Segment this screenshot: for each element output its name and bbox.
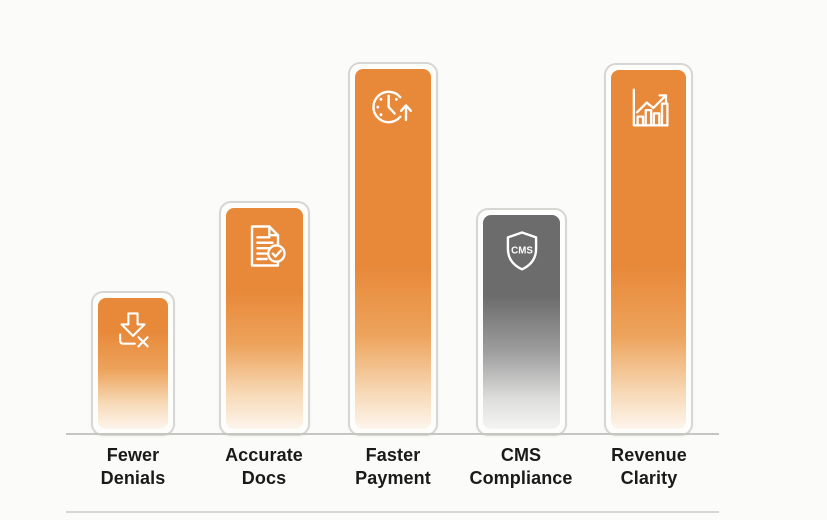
- footer-divider-line: [66, 511, 719, 513]
- label-revenue-clarity: Revenue Clarity: [564, 444, 734, 490]
- download-x-icon: [119, 312, 149, 348]
- x-axis-baseline: [66, 433, 719, 435]
- bar-fill: [355, 69, 431, 429]
- bar-fill: [226, 208, 303, 429]
- bar-revenue-clarity: [604, 63, 693, 436]
- shield-cms-text: CMS: [511, 246, 533, 257]
- bar-faster-payment: [348, 62, 438, 436]
- label-line: Faster: [365, 445, 421, 465]
- label-line: Clarity: [620, 468, 678, 489]
- label-accurate-docs: Accurate Docs: [179, 444, 349, 490]
- bar-chart-growth-icon: [632, 88, 669, 127]
- label-line: Fewer: [106, 445, 160, 465]
- label-line: CMS: [500, 445, 542, 465]
- bar-accurate-docs: [219, 201, 310, 436]
- shield-cms-icon: CMS: [506, 231, 537, 271]
- label-faster-payment: Faster Payment: [308, 444, 478, 490]
- bar-fill: CMS: [483, 215, 560, 429]
- bar-fill: [98, 298, 168, 429]
- label-line: Revenue: [611, 445, 687, 465]
- bar-cms-compliance: CMS: [476, 208, 567, 436]
- bar-fewer-denials: [91, 291, 175, 436]
- label-line: Compliance: [469, 468, 573, 489]
- label-cms-compliance: CMS Compliance: [436, 444, 606, 490]
- label-line: Payment: [355, 468, 431, 489]
- label-line: Docs: [241, 468, 287, 489]
- bar-fill: [611, 70, 686, 429]
- label-line: Denials: [100, 468, 166, 489]
- label-line: Accurate: [225, 445, 303, 465]
- document-check-icon: [250, 225, 286, 267]
- label-fewer-denials: Fewer Denials: [48, 444, 218, 490]
- clock-up-icon: [372, 90, 413, 124]
